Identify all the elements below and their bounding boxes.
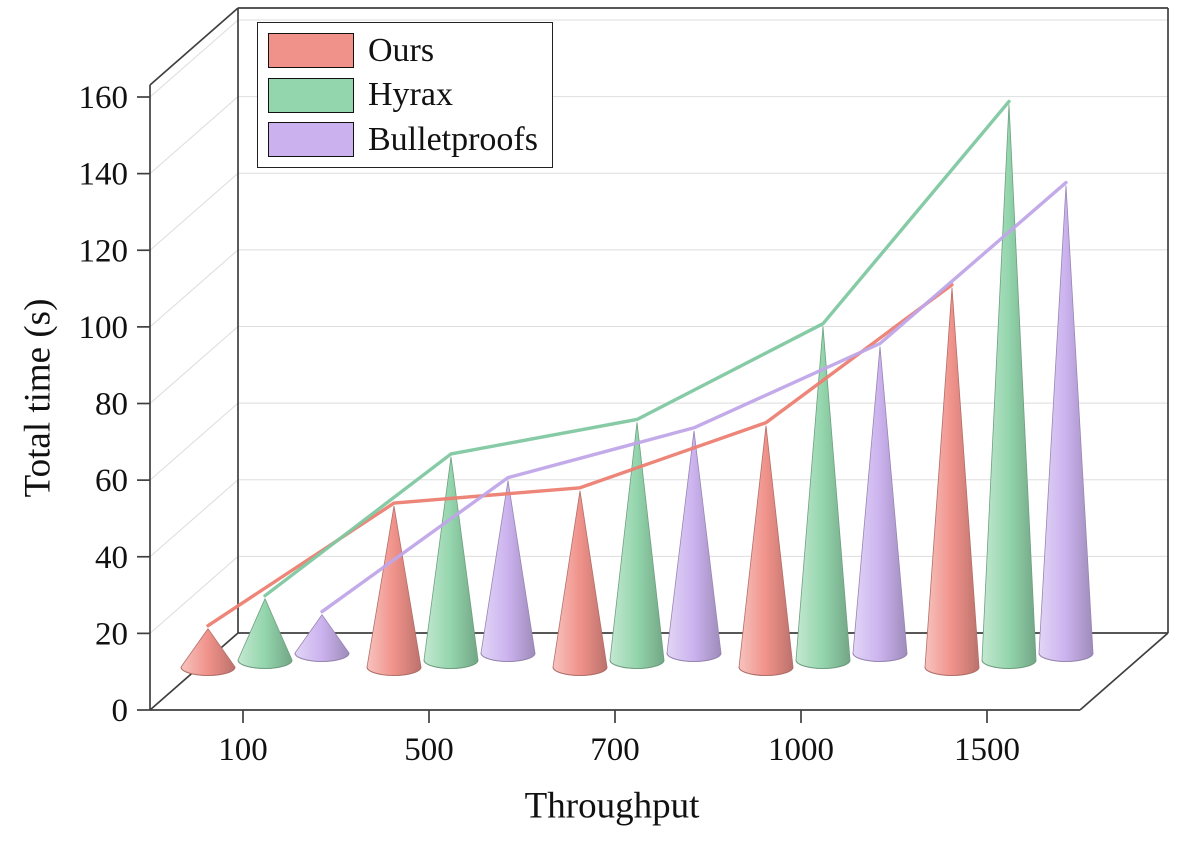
svg-text:20: 20: [95, 616, 128, 652]
svg-text:100: 100: [218, 732, 268, 768]
x-axis-title: Throughput: [524, 785, 700, 827]
svg-text:500: 500: [404, 732, 454, 768]
y-axis-title: Total time (s): [17, 298, 59, 498]
legend-label-ours: Ours: [368, 32, 435, 69]
legend-row-bulletproofs: Bulletproofs: [268, 121, 538, 158]
svg-text:1500: 1500: [954, 732, 1020, 768]
svg-text:100: 100: [79, 310, 129, 346]
legend: Ours Hyrax Bulletproofs: [257, 22, 553, 169]
svg-text:700: 700: [590, 732, 640, 768]
svg-text:1000: 1000: [768, 732, 834, 768]
svg-text:60: 60: [95, 463, 128, 499]
svg-text:80: 80: [95, 387, 128, 423]
svg-text:160: 160: [79, 80, 129, 116]
legend-row-hyrax: Hyrax: [268, 76, 538, 113]
legend-swatch-bulletproofs: [268, 121, 354, 157]
legend-swatch-ours: [268, 33, 354, 69]
svg-text:140: 140: [79, 157, 129, 193]
svg-text:0: 0: [112, 693, 129, 729]
legend-row-ours: Ours: [268, 32, 538, 69]
legend-swatch-hyrax: [268, 77, 354, 113]
legend-label-bulletproofs: Bulletproofs: [368, 120, 538, 158]
svg-text:40: 40: [95, 540, 128, 576]
svg-text:120: 120: [79, 233, 129, 269]
legend-label-hyrax: Hyrax: [368, 76, 453, 114]
